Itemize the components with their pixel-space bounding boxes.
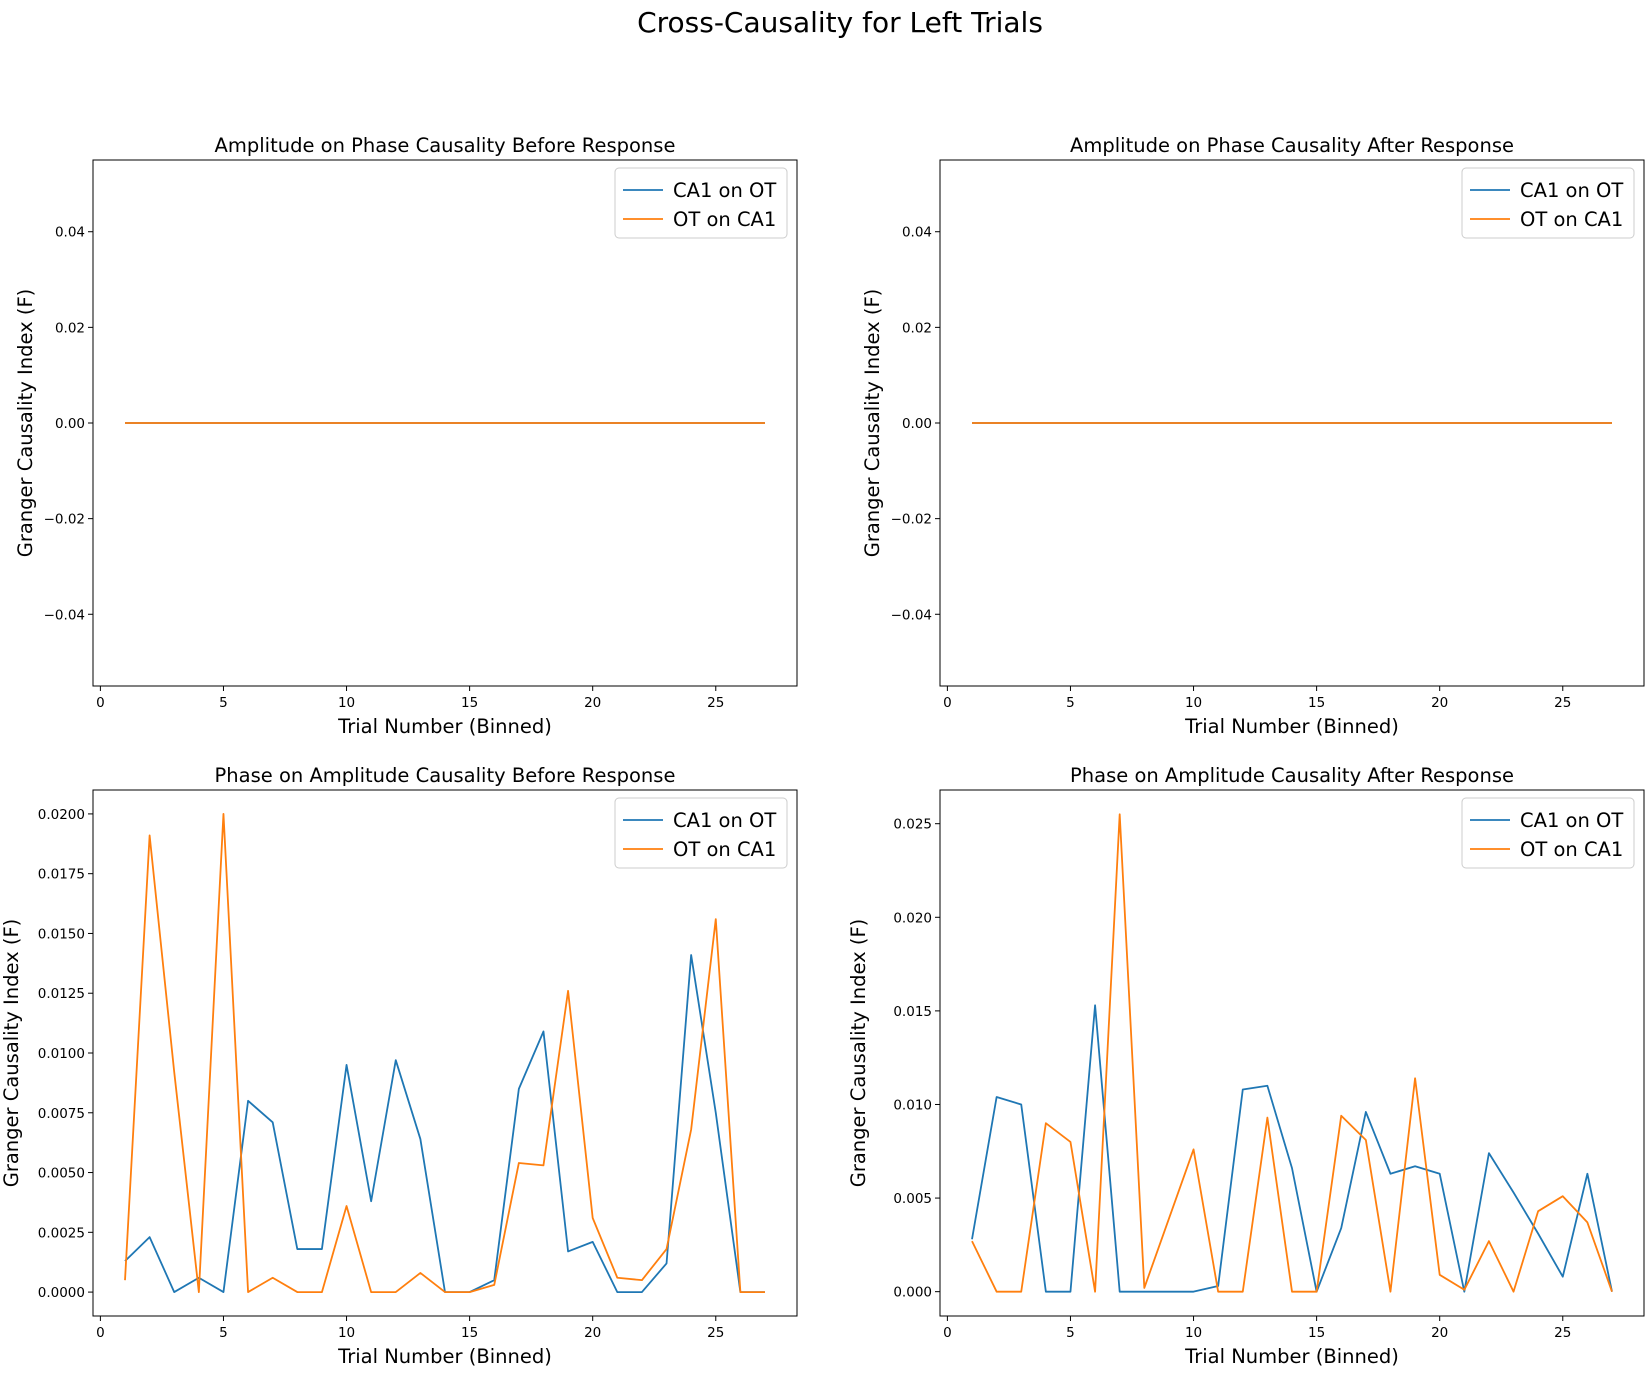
legend: CA1 on OT OT on CA1 [1461, 167, 1635, 239]
legend-box [1461, 167, 1635, 239]
y-tick-label: 0.04 [55, 225, 85, 241]
chart-panel-4: Phase on Amplitude Causality After Respo… [847, 764, 1645, 1368]
y-tick-label: 0.0200 [38, 807, 85, 823]
x-tick-label: 0 [943, 1325, 952, 1341]
y-tick-label: 0.0150 [38, 926, 85, 942]
x-tick-label: 15 [1308, 1325, 1325, 1341]
x-axis-label: Trial Number (Binned) [337, 1345, 552, 1368]
legend: CA1 on OT OT on CA1 [1461, 797, 1635, 869]
x-tick-label: 25 [707, 695, 724, 711]
legend-label: CA1 on OT [1520, 809, 1623, 832]
panel-title: Phase on Amplitude Causality Before Resp… [215, 764, 676, 787]
x-tick-label: 5 [1066, 1325, 1075, 1341]
y-tick-label: 0.0000 [38, 1285, 85, 1301]
legend-label: CA1 on OT [673, 809, 776, 832]
x-tick-label: 20 [1431, 1325, 1448, 1341]
x-tick-label: 25 [707, 1325, 724, 1341]
y-axis-label: Granger Causality Index (F) [847, 919, 870, 1188]
axes-frame [939, 789, 1645, 1317]
x-axis-label: Trial Number (Binned) [1184, 1345, 1399, 1368]
x-tick-label: 0 [96, 1325, 105, 1341]
subplot-grid: Amplitude on Phase Causality Before Resp… [0, 134, 1645, 1368]
x-tick-label: 20 [584, 1325, 601, 1341]
panel-title: Amplitude on Phase Causality Before Resp… [215, 134, 676, 157]
legend-label: OT on CA1 [673, 838, 776, 861]
x-tick-label: 25 [1554, 695, 1571, 711]
x-tick-label: 5 [219, 1325, 228, 1341]
legend-label: OT on CA1 [673, 208, 776, 231]
series-line-ot-on-ca1 [124, 813, 765, 1293]
series-line-ot-on-ca1 [971, 813, 1613, 1293]
y-tick-label: 0.015 [893, 1004, 932, 1020]
x-tick-label: 5 [1066, 695, 1075, 711]
x-tick-label: 20 [584, 695, 601, 711]
legend: CA1 on OT OT on CA1 [614, 797, 788, 869]
legend-label: CA1 on OT [1520, 179, 1623, 202]
y-tick-label: 0.00 [55, 416, 85, 432]
y-tick-label: 0.005 [893, 1191, 932, 1207]
axes-frame [939, 159, 1645, 687]
y-tick-label: −0.04 [891, 607, 932, 623]
x-tick-label: 10 [338, 695, 355, 711]
x-tick-label: 20 [1431, 695, 1448, 711]
x-axis-label: Trial Number (Binned) [337, 715, 552, 738]
y-tick-label: −0.02 [44, 512, 85, 528]
legend-box [1461, 797, 1635, 869]
x-tick-label: 15 [1308, 695, 1325, 711]
axes-frame [92, 789, 798, 1317]
y-tick-label: 0.04 [902, 225, 932, 241]
y-tick-label: −0.04 [44, 607, 85, 623]
y-tick-label: 0.02 [55, 320, 85, 336]
y-tick-label: 0.02 [902, 320, 932, 336]
legend-label: CA1 on OT [673, 179, 776, 202]
legend-label: OT on CA1 [1520, 208, 1623, 231]
y-tick-label: 0.0075 [38, 1106, 85, 1122]
x-tick-label: 10 [1185, 1325, 1202, 1341]
panel-title: Phase on Amplitude Causality After Respo… [1070, 764, 1514, 787]
legend-label: OT on CA1 [1520, 838, 1623, 861]
legend-box [614, 797, 788, 869]
y-axis-label: Granger Causality Index (F) [14, 289, 37, 558]
y-tick-label: 0.025 [893, 817, 932, 833]
x-tick-label: 25 [1554, 1325, 1571, 1341]
legend: CA1 on OT OT on CA1 [614, 167, 788, 239]
x-tick-label: 15 [461, 1325, 478, 1341]
y-axis-label: Granger Causality Index (F) [861, 289, 884, 558]
x-tick-label: 0 [96, 695, 105, 711]
x-tick-label: 15 [461, 695, 478, 711]
chart-panel-2: Amplitude on Phase Causality After Respo… [861, 134, 1645, 738]
x-tick-label: 5 [219, 695, 228, 711]
y-axis-label: Granger Causality Index (F) [0, 919, 23, 1188]
chart-panel-1: Amplitude on Phase Causality Before Resp… [14, 134, 798, 738]
chart-panel-3: Phase on Amplitude Causality Before Resp… [0, 764, 798, 1368]
x-axis-label: Trial Number (Binned) [1184, 715, 1399, 738]
x-tick-label: 0 [943, 695, 952, 711]
y-tick-label: −0.02 [891, 512, 932, 528]
y-tick-label: 0.0125 [38, 986, 85, 1002]
y-tick-label: 0.0025 [38, 1225, 85, 1241]
legend-box [614, 167, 788, 239]
y-tick-label: 0.020 [893, 910, 932, 926]
panel-title: Amplitude on Phase Causality After Respo… [1070, 134, 1514, 157]
figure-title: Cross-Causality for Left Trials [637, 6, 1043, 39]
x-tick-label: 10 [1185, 695, 1202, 711]
y-tick-label: 0.010 [893, 1097, 932, 1113]
y-tick-label: 0.0100 [38, 1046, 85, 1062]
y-tick-label: 0.00 [902, 416, 932, 432]
y-tick-label: 0.000 [893, 1285, 932, 1301]
y-tick-label: 0.0175 [38, 867, 85, 883]
y-tick-label: 0.0050 [38, 1166, 85, 1182]
axes-frame [92, 159, 798, 687]
x-tick-label: 10 [338, 1325, 355, 1341]
